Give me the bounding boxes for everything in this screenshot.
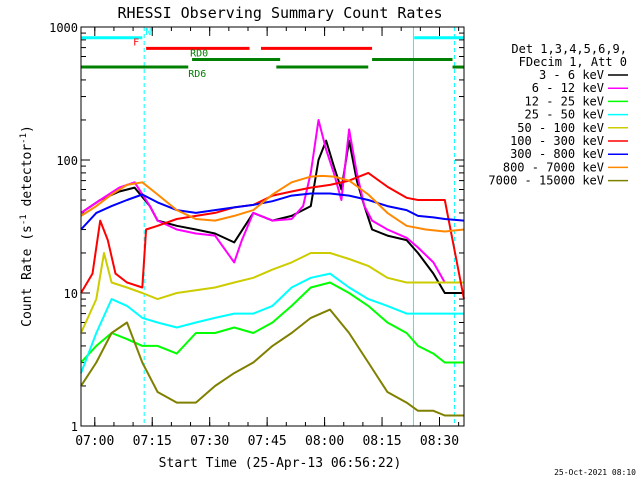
y-axis-label-part-c: ) <box>20 125 35 133</box>
y-axis-label-part-b: detector <box>20 144 35 215</box>
legend-label-7: 800 - 7000 keV <box>503 160 604 174</box>
y-tick-label: 100 <box>56 154 78 168</box>
marker-label-rd6: RD6 <box>188 69 206 80</box>
legend-label-1: 6 - 12 keV <box>532 81 604 95</box>
y-tick-label: 10 <box>64 287 78 301</box>
x-tick-label: 08:30 <box>420 434 459 449</box>
y-tick-label: 1000 <box>49 21 78 35</box>
x-tick-label: 08:15 <box>362 434 401 449</box>
series-line-4 <box>80 252 464 334</box>
x-tick-label: 08:00 <box>305 434 344 449</box>
y-axis-label: Count Rate (s-1 detector-1) <box>19 125 35 327</box>
series-line-2 <box>80 281 464 364</box>
footer-date: 25-Oct-2021 08:10 <box>554 468 636 477</box>
y-axis-label-sup-1: -1 <box>19 214 29 225</box>
legend-label-3: 25 - 50 keV <box>525 108 604 122</box>
y-axis-label-sup-2: -1 <box>19 133 29 144</box>
legend-label-8: 7000 - 15000 keV <box>488 174 604 188</box>
series-line-8 <box>80 308 464 417</box>
x-tick-label: 07:00 <box>75 434 114 449</box>
y-tick-label: 1 <box>71 420 78 434</box>
series-line-6 <box>80 192 465 231</box>
series-line-3 <box>80 272 464 374</box>
legend-label-2: 12 - 25 keV <box>525 94 604 108</box>
legend: Det 1,3,4,5,6,9, FDecim 1, Att 0 3 - 6 k… <box>488 42 628 188</box>
series-line-7 <box>80 174 465 233</box>
legend-label-0: 3 - 6 keV <box>539 68 604 82</box>
marker-label-rd0: RD0 <box>190 48 208 59</box>
legend-header-line-1: Det 1,3,4,5,6,9, <box>511 42 627 56</box>
legend-header-line-2: FDecim 1, Att 0 <box>519 55 627 69</box>
series-line-1 <box>80 119 464 284</box>
plot-area: 1 10 100 1000 07:00 07:15 07:30 07:45 08:00 08:15… <box>49 21 465 449</box>
x-axis-label: Start Time (25-Apr-13 06:56:22) <box>159 456 402 471</box>
x-tick-label: 07:45 <box>248 434 287 449</box>
plot-frame <box>80 26 465 427</box>
x-tick-label: 07:30 <box>190 434 229 449</box>
y-axis-label-part-a: Count Rate (s <box>20 225 35 327</box>
legend-label-4: 50 - 100 keV <box>517 121 604 135</box>
x-tick-label: 07:15 <box>133 434 172 449</box>
marker-label-f: F <box>133 37 139 48</box>
marker-label-n: N <box>145 27 151 38</box>
legend-label-5: 100 - 300 keV <box>510 134 604 148</box>
legend-label-6: 300 - 800 keV <box>510 147 604 161</box>
chart-title: RHESSI Observing Summary Count Rates <box>117 4 442 22</box>
